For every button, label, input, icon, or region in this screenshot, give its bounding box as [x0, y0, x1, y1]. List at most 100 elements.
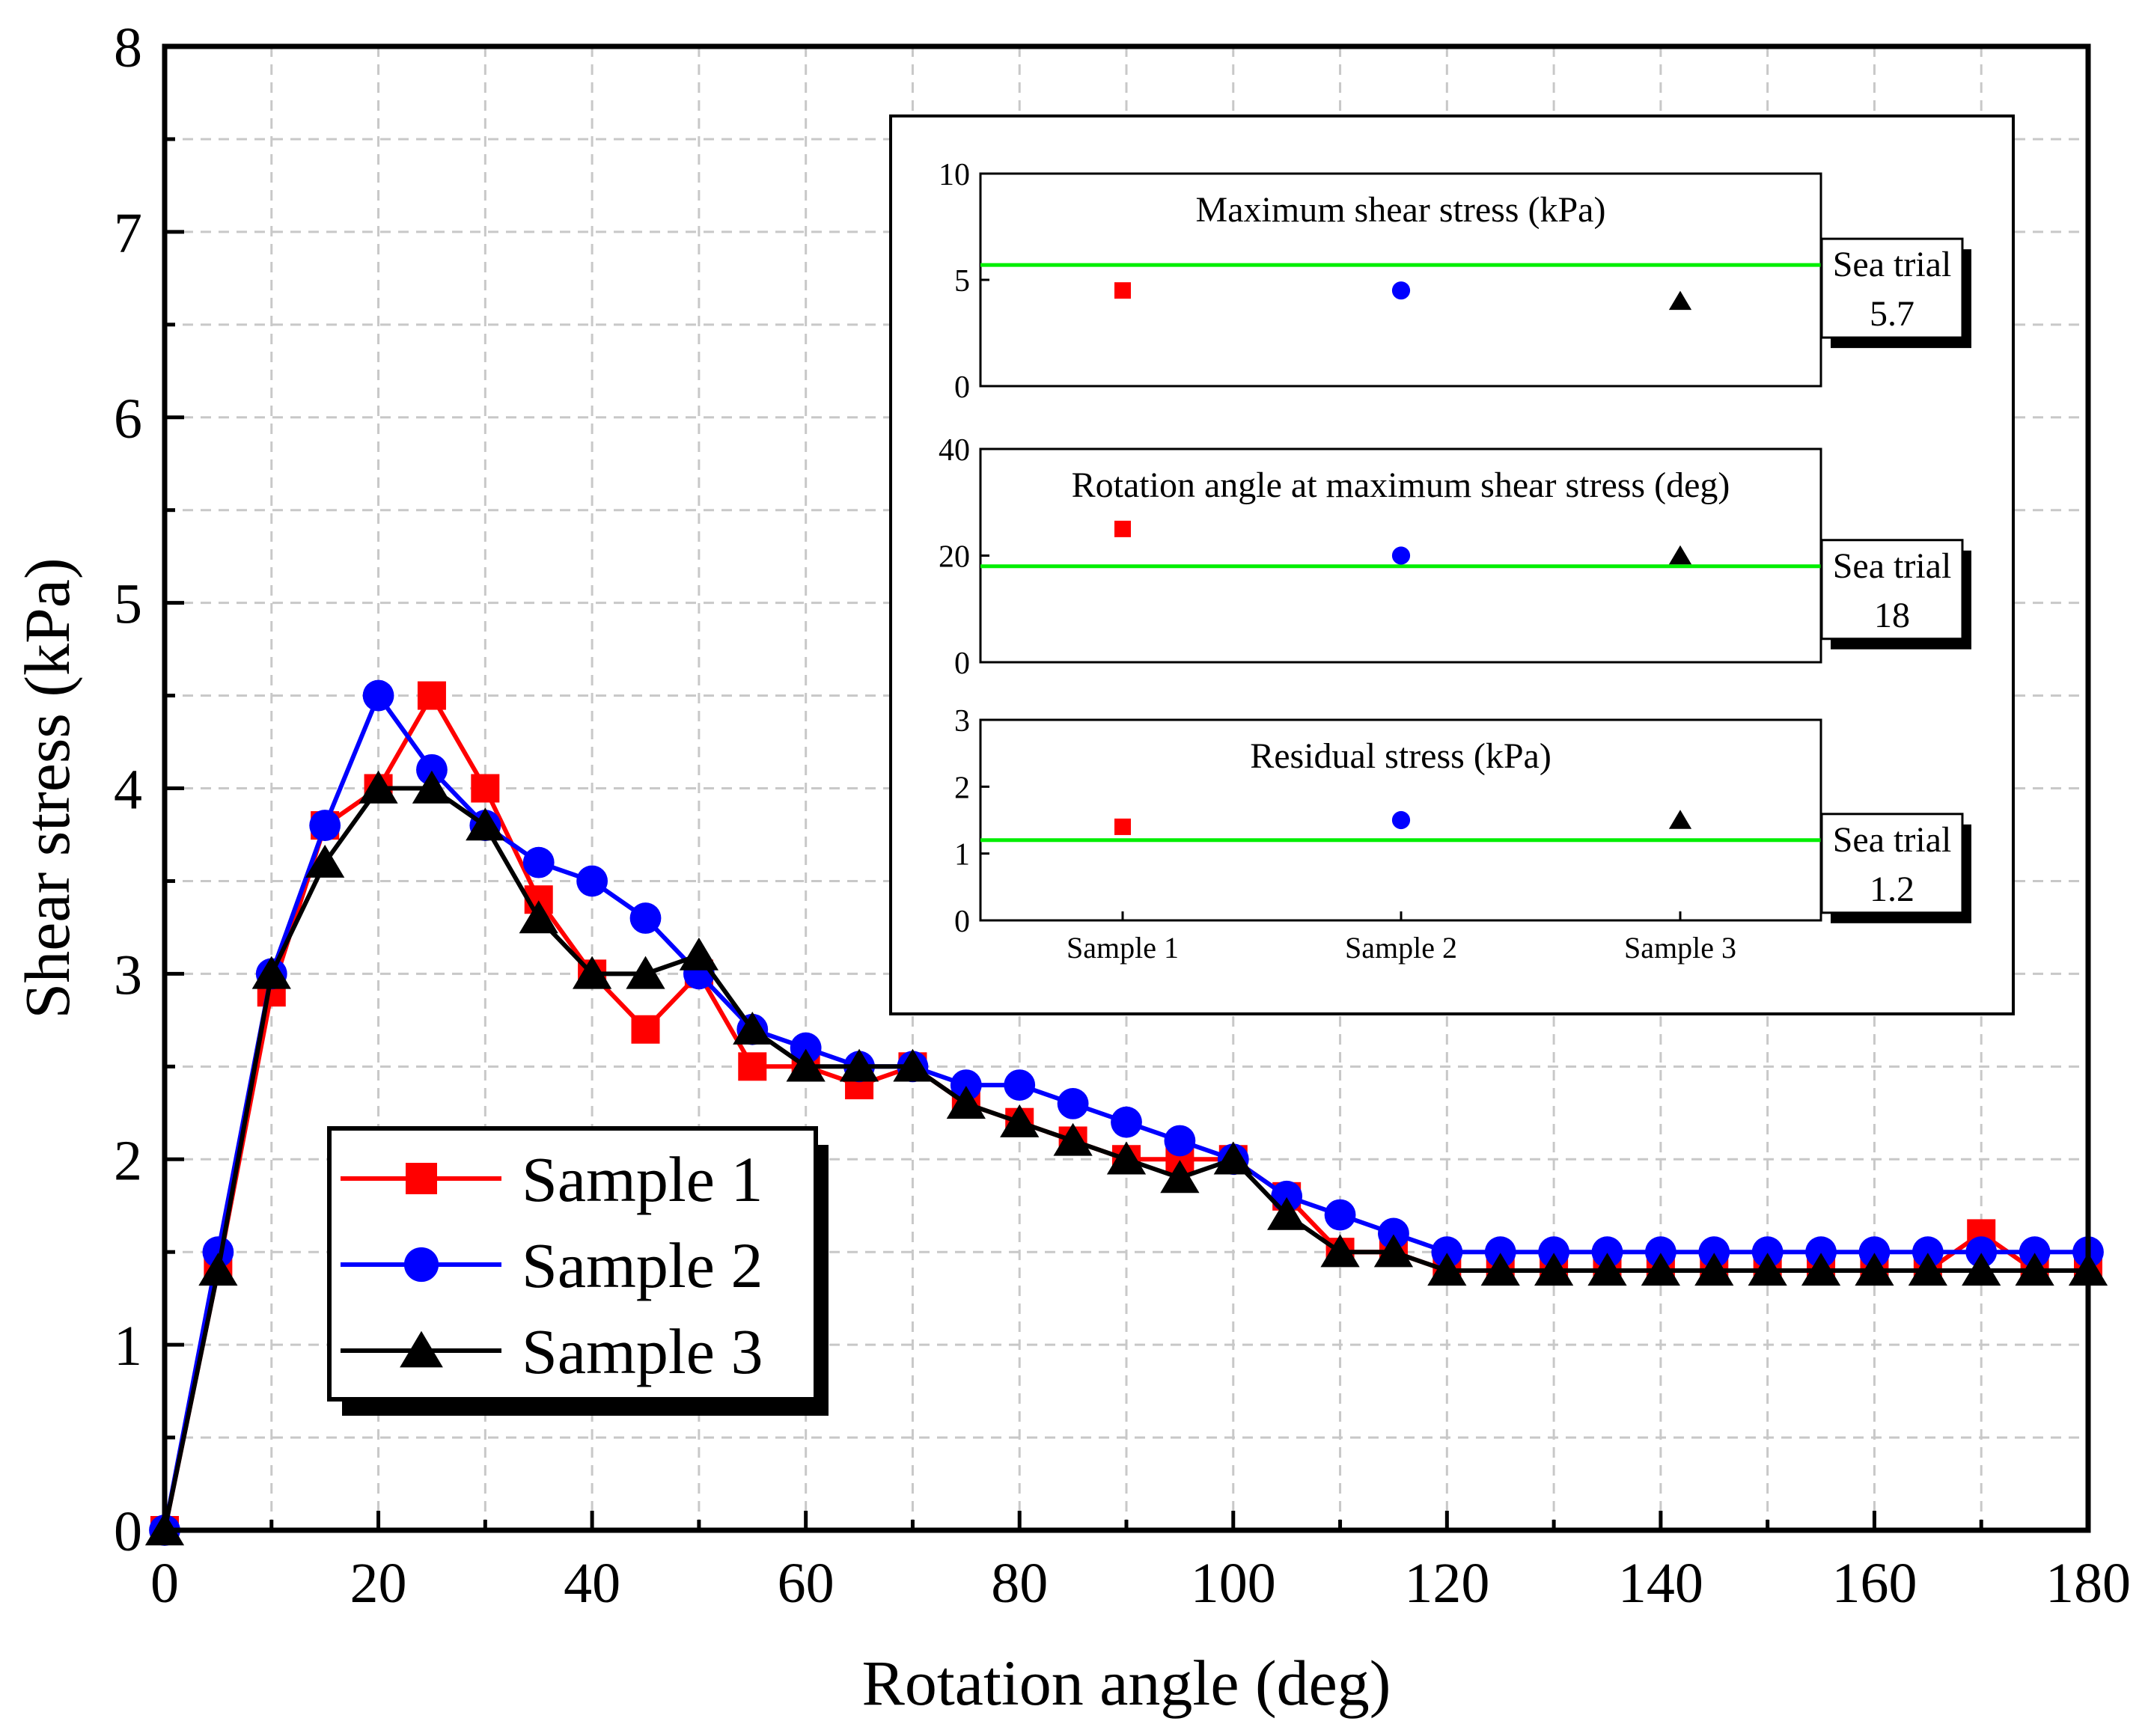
y-tick-label: 6 — [114, 388, 142, 450]
data-point-triangle — [733, 1011, 772, 1045]
data-point-circle — [522, 846, 555, 878]
inset-title: Rotation angle at maximum shear stress (… — [1072, 465, 1730, 505]
legend-label: Sample 1 — [522, 1143, 763, 1215]
data-point-circle — [629, 902, 662, 934]
inset-title: Residual stress (kPa) — [1250, 736, 1551, 776]
data-point-triangle — [679, 937, 719, 971]
data-point-triangle — [251, 956, 291, 989]
inset-point-square — [1114, 520, 1131, 537]
data-point-circle — [1164, 1125, 1196, 1157]
legend-label: Sample 2 — [522, 1229, 763, 1301]
sea-trial-box — [1820, 237, 1964, 339]
data-point-circle — [202, 1236, 234, 1268]
inset-point-triangle — [1668, 290, 1692, 311]
inset-chart-1: Maximum shear stress (kPa) 0 5 10 Sea trial 5… — [939, 158, 1971, 405]
data-point-circle — [1858, 1236, 1891, 1268]
x-tick-label: 20 — [350, 1552, 407, 1615]
data-point-circle — [1057, 1087, 1089, 1119]
y-tick-label: 5 — [114, 573, 142, 636]
data-point-circle — [1751, 1236, 1784, 1268]
series-3 — [144, 770, 2108, 1546]
data-point-circle — [1484, 1236, 1516, 1268]
x-tick-label: 120 — [1404, 1552, 1489, 1615]
legend-marker — [406, 1163, 437, 1194]
data-point-circle — [1378, 1217, 1409, 1250]
data-point-circle — [1644, 1236, 1676, 1268]
data-point-circle — [576, 865, 608, 897]
data-point-triangle — [1641, 1253, 1681, 1286]
inset-y-tick-label: 5 — [954, 264, 970, 299]
x-tick-label: 40 — [564, 1552, 620, 1615]
data-point-circle — [362, 679, 394, 712]
data-point-triangle — [1480, 1253, 1520, 1286]
data-point-triangle — [412, 770, 452, 804]
inset-y-tick-label: 20 — [939, 540, 970, 575]
data-point-circle — [1911, 1236, 1944, 1268]
data-point-triangle — [1908, 1253, 1947, 1286]
sea-trial-value: 1.2 — [1870, 869, 1914, 909]
y-tick-label: 2 — [114, 1129, 142, 1192]
sea-trial-label: Sea trial — [1833, 546, 1952, 586]
inset-y-tick-label: 3 — [954, 704, 970, 739]
data-point-circle — [1538, 1236, 1570, 1268]
y-tick-label: 0 — [114, 1500, 142, 1563]
inset-point-square — [1114, 282, 1131, 299]
data-point-circle — [1324, 1199, 1356, 1231]
inset-y-tick-label: 1 — [954, 838, 970, 872]
y-tick-label: 3 — [114, 944, 142, 1006]
x-tick-label: 160 — [1831, 1552, 1917, 1615]
inset-y-tick-label: 0 — [954, 905, 970, 939]
x-tick-label: 140 — [1618, 1552, 1703, 1615]
x-tick-label: 180 — [2045, 1552, 2131, 1615]
data-point-triangle — [1000, 1104, 1040, 1137]
inset-frame — [979, 172, 1822, 388]
y-tick-label: 8 — [114, 16, 142, 79]
data-point-triangle — [1373, 1234, 1414, 1268]
inset-point-square — [1114, 818, 1131, 835]
data-point-circle — [416, 754, 448, 786]
data-point-circle — [1591, 1236, 1623, 1268]
data-point-square — [417, 681, 446, 710]
x-axis-label: Rotation angle (deg) — [862, 1647, 1391, 1719]
inset-point-circle — [1391, 810, 1411, 830]
data-point-triangle — [1962, 1253, 2001, 1286]
data-point-triangle — [305, 844, 345, 878]
y-tick-label: 7 — [114, 202, 142, 265]
data-point-triangle — [626, 956, 665, 989]
x-tick-label: 60 — [778, 1552, 835, 1615]
data-point-circle — [1698, 1236, 1730, 1268]
inset-chart-3: Residual stress (kPa) 0 1 2 3 Sea trial 1.2 — [954, 704, 1971, 939]
x-tick-label: 100 — [1191, 1552, 1276, 1615]
inset-y-tick-label: 10 — [939, 158, 970, 192]
data-point-circle — [1805, 1236, 1837, 1268]
data-point-circle — [1431, 1236, 1463, 1268]
y-tick-label: 4 — [114, 759, 142, 822]
data-point-triangle — [1801, 1253, 1841, 1286]
legend-label: Sample 3 — [522, 1315, 763, 1387]
data-point-square — [738, 1052, 767, 1081]
data-point-triangle — [1534, 1253, 1574, 1286]
data-point-triangle — [1427, 1253, 1467, 1286]
sea-trial-value: 18 — [1874, 596, 1910, 635]
x-tick-label: 80 — [991, 1552, 1048, 1615]
data-point-triangle — [2015, 1253, 2054, 1286]
data-point-triangle — [1053, 1122, 1093, 1156]
data-point-triangle — [1320, 1234, 1360, 1268]
data-point-triangle — [198, 1253, 238, 1286]
data-point-triangle — [519, 900, 558, 934]
data-point-triangle — [1694, 1253, 1734, 1286]
data-point-triangle — [358, 770, 398, 804]
data-point-triangle — [893, 1048, 933, 1082]
x-tick-label: 0 — [150, 1552, 179, 1615]
sea-trial-box — [1820, 813, 1964, 914]
data-point-triangle — [1748, 1253, 1787, 1286]
data-point-triangle — [466, 807, 505, 841]
inset-x-tick-label: Sample 1 — [1067, 931, 1179, 965]
data-point-circle — [950, 1069, 982, 1101]
inset-y-tick-label: 0 — [954, 370, 970, 405]
inset-y-tick-label: 40 — [939, 433, 970, 468]
data-point-triangle — [1106, 1141, 1147, 1175]
inset-y-tick-label: 0 — [954, 647, 970, 681]
